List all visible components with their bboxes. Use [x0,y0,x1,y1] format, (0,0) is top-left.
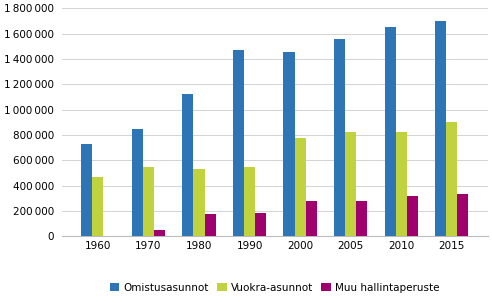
Legend: Omistusasunnot, Vuokra-asunnot, Muu hallintaperuste: Omistusasunnot, Vuokra-asunnot, Muu hall… [110,283,439,293]
Bar [345,132,356,236]
Bar [407,196,418,236]
Bar [334,39,345,236]
Bar [81,144,92,236]
Bar [193,168,205,236]
Bar [183,94,193,236]
Bar [92,177,103,236]
Bar [458,194,468,236]
Bar [446,122,458,236]
Bar [143,167,154,236]
Bar [244,167,255,236]
Bar [255,213,266,236]
Bar [283,52,295,236]
Bar [295,138,306,236]
Bar [396,132,407,236]
Bar [435,22,446,236]
Bar [385,27,396,236]
Bar [205,214,215,236]
Bar [154,230,165,236]
Bar [233,50,244,236]
Bar [306,201,317,236]
Bar [356,201,368,236]
Bar [132,128,143,236]
